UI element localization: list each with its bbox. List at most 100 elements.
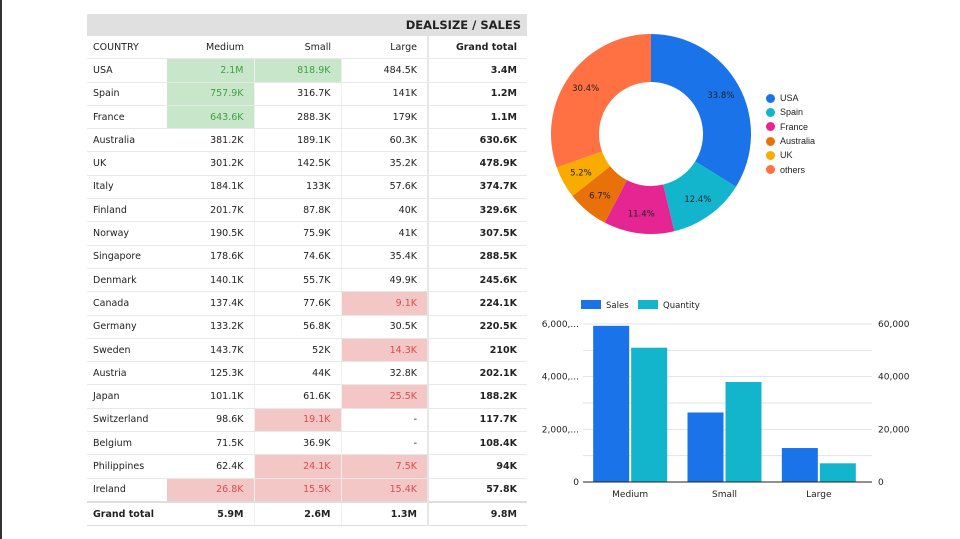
bar-sales-large[interactable] xyxy=(781,448,818,482)
medium-cell: 184.1K xyxy=(167,175,255,200)
bar-quantity-large[interactable] xyxy=(819,463,856,482)
table-row: Belgium 71.5K 36.9K -108.4K xyxy=(87,431,527,456)
country-cell: France xyxy=(87,105,167,130)
legend-item-usa[interactable]: USA xyxy=(766,91,815,105)
country-cell: Australia xyxy=(87,128,167,153)
y-left-tick-label: 4,000,... xyxy=(542,373,579,383)
grand-total-cell: 1.2M xyxy=(428,82,527,106)
small-cell: 316.7K xyxy=(254,82,342,106)
medium-cell: 98.6K xyxy=(167,408,255,433)
donut-slice-usa[interactable] xyxy=(651,34,751,187)
header-country[interactable]: COUNTRY xyxy=(87,36,167,60)
legend-swatch-icon xyxy=(766,165,775,175)
large-cell: 57.6K xyxy=(341,175,429,200)
large-total: 1.3M xyxy=(341,500,429,527)
x-tick-label: Large xyxy=(806,490,832,500)
medium-total: 5.9M xyxy=(167,500,255,527)
small-cell: 189.1K xyxy=(254,128,342,153)
grand-total-cell: 117.7K xyxy=(428,408,527,433)
grand-total-cell: 3.4M xyxy=(428,58,527,83)
table-row: Spain 757.9K 316.7K 141K 1.2M xyxy=(87,82,527,106)
grand-total-row: Grand total 5.9M 2.6M 1.3M 9.8M xyxy=(87,500,527,527)
grand-total-cell: 57.8K xyxy=(428,478,527,503)
grand-total-cell: 478.9K xyxy=(428,151,527,176)
large-cell: 35.4K xyxy=(341,245,429,269)
table-row: Germany 133.2K 56.8K 30.5K 220.5K xyxy=(87,315,527,339)
large-cell: 14.3K xyxy=(341,338,429,363)
bar-quantity-medium[interactable] xyxy=(631,347,668,482)
large-cell: 32.8K xyxy=(341,361,429,386)
small-cell: 75.9K xyxy=(254,221,342,246)
donut-chart: 33.8% 12.4% 11.4% 6.7% 5.2% 30.4% xyxy=(551,34,751,234)
table-row: Australia 381.2K 189.1K 60.3K 630.6K xyxy=(87,128,527,153)
table-row: France 643.6K 288.3K 179K 1.1M xyxy=(87,105,527,130)
grand-total-cell: 108.4K xyxy=(428,431,527,456)
large-cell: 179K xyxy=(341,105,429,130)
grand-total-cell: 202.1K xyxy=(428,361,527,386)
grand-total-cell: 329.6K xyxy=(428,198,527,223)
table-row: Canada 137.4K 77.6K 9.1K 224.1K xyxy=(87,291,527,316)
legend-item-others[interactable]: others xyxy=(766,162,815,176)
table-row: Japan 101.1K 61.6K 25.5K 188.2K xyxy=(87,384,527,409)
bar-sales-medium[interactable] xyxy=(593,325,630,482)
small-cell: 142.5K xyxy=(254,151,342,176)
header-small[interactable]: Small xyxy=(254,36,341,60)
large-cell: 60.3K xyxy=(341,128,429,153)
pivot-grid: COUNTRY Medium Small Large Grand total U… xyxy=(87,36,527,527)
medium-cell: 201.7K xyxy=(167,198,255,223)
header-medium[interactable]: Medium xyxy=(167,36,254,60)
legend-label-quantity[interactable]: Quantity xyxy=(663,301,700,311)
large-cell: 141K xyxy=(341,82,429,106)
small-cell: 74.6K xyxy=(254,245,342,269)
small-cell: 77.6K xyxy=(254,291,342,316)
medium-cell: 133.2K xyxy=(167,315,255,339)
header-large[interactable]: Large xyxy=(341,36,429,60)
medium-cell: 137.4K xyxy=(167,291,255,316)
country-cell: Germany xyxy=(87,315,167,339)
donut-slice-australia[interactable] xyxy=(572,166,627,223)
medium-cell: 62.4K xyxy=(167,454,255,479)
bar-sales-small[interactable] xyxy=(687,412,724,482)
grand-total-cell: 288.5K xyxy=(428,245,527,269)
table-row: Philippines 62.4K 24.1K 7.5K 94K xyxy=(87,454,527,479)
table-row: Sweden 143.7K 52K 14.3K 210K xyxy=(87,338,527,363)
donut-slice-spain[interactable] xyxy=(663,161,736,232)
header-grand-total[interactable]: Grand total xyxy=(428,36,527,60)
legend-item-uk[interactable]: UK xyxy=(766,148,815,162)
legend-swatch-icon xyxy=(766,107,775,117)
country-cell: Italy xyxy=(87,175,167,200)
donut-slice-france[interactable] xyxy=(604,180,675,234)
legend-item-australia[interactable]: Australia xyxy=(766,134,815,148)
bar-quantity-small[interactable] xyxy=(725,381,762,482)
donut-slice-others[interactable] xyxy=(551,34,651,168)
legend-swatch-icon xyxy=(581,300,601,309)
y-left-tick-label: 2,000,... xyxy=(542,425,579,435)
country-cell: UK xyxy=(87,151,167,176)
donut-slice-uk[interactable] xyxy=(556,151,611,196)
small-cell: 61.6K xyxy=(254,384,342,409)
legend-item-france[interactable]: France xyxy=(766,120,815,134)
small-cell: 55.7K xyxy=(254,268,342,293)
legend-label: others xyxy=(780,164,806,175)
small-cell: 36.9K xyxy=(254,431,342,456)
medium-cell: 71.5K xyxy=(167,431,255,456)
table-row: Switzerland 98.6K 19.1K -117.7K xyxy=(87,408,527,433)
large-cell: 35.2K xyxy=(341,151,429,176)
donut-data-label: 6.7% xyxy=(589,192,611,202)
legend-item-spain[interactable]: Spain xyxy=(766,105,815,119)
legend-label: Australia xyxy=(780,136,816,147)
table-row: Italy 184.1K 133K 57.6K 374.7K xyxy=(87,175,527,200)
country-cell: Switzerland xyxy=(87,408,167,433)
grand-total-cell: 630.6K xyxy=(428,128,527,153)
small-total: 2.6M xyxy=(254,500,342,527)
legend-label-sales[interactable]: Sales xyxy=(606,301,629,311)
grand-total-cell: 210K xyxy=(428,338,527,363)
legend-swatch-icon xyxy=(638,300,658,309)
medium-cell: 2.1M xyxy=(167,58,255,83)
table-row: Norway 190.5K 75.9K 41K 307.5K xyxy=(87,221,527,246)
large-cell: 9.1K xyxy=(341,291,429,316)
donut-data-label: 33.8% xyxy=(707,91,734,101)
pivot-title: DEALSIZE / SALES xyxy=(87,14,527,36)
donut-data-label: 30.4% xyxy=(572,84,599,94)
country-cell: Finland xyxy=(87,198,167,223)
